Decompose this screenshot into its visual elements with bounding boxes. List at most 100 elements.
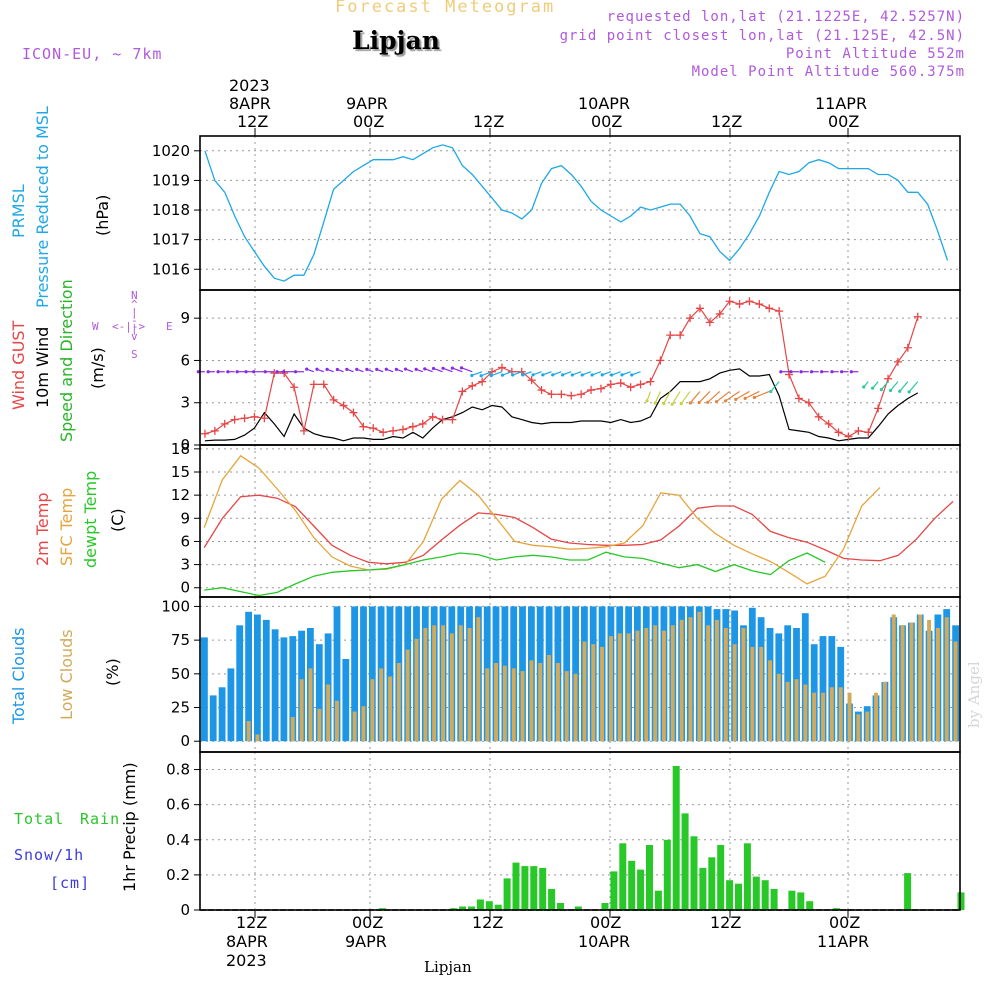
low-clouds-bar [794,679,799,742]
gust-point [250,412,259,421]
low-clouds-bar [865,711,870,742]
top-axis-time: 12Z [473,112,505,131]
rain-bar [797,892,805,910]
wind-arrow [908,381,919,393]
rain-bar [690,836,698,910]
rain-bar [459,906,467,910]
low-clouds-bar [556,663,560,742]
panel-frame [199,444,961,598]
gust-point [824,419,833,428]
rain-bar [788,890,796,910]
low-clouds-bar [688,617,693,742]
compass-s: S [131,348,138,361]
wind-arrow-head [511,373,515,377]
wind-arrow [698,391,711,403]
wind-arrow-head [653,401,657,405]
meteogram-title: Forecast Meteogram [335,0,556,17]
low-clouds-bar [741,628,746,742]
gust-point [260,414,269,423]
low-clouds-bar [458,625,463,742]
wind-arrow-head [820,370,824,374]
low-clouds-bar [768,660,772,742]
series-wind-gust [204,300,919,438]
wind-arrow-head [414,367,418,371]
low-clouds-bar [847,692,852,742]
y-tick-label: 50 [171,665,190,683]
wind-arrow-head [600,373,604,377]
low-clouds-bar [449,633,454,742]
wind-arrow-head [226,370,230,374]
wind-arrow-head [789,370,793,374]
total-clouds-bar [360,606,367,742]
rain-bar [601,903,609,910]
wind-arrow [461,367,473,373]
rain-bar [512,862,520,910]
wind-arrow [890,381,899,391]
rain-label: Rain [80,810,121,828]
gust-point [775,307,784,316]
gust-point [893,357,902,366]
total-clouds-bar [262,619,270,742]
gust-point [626,383,635,392]
wind-arrow-head [630,373,634,377]
wind-arrow [680,391,691,404]
wind-arrow-head [521,373,525,377]
series-dewpt-temp [204,551,826,597]
gust-point [557,390,566,399]
y-tick-label: 0 [180,579,190,597]
wind-arrow-head [697,400,701,405]
gust-point [755,300,764,309]
wind-arrow-head [335,367,339,372]
gust-point [527,376,536,385]
panel-frame [199,596,961,753]
wind-arrow-head [235,370,239,374]
low-clouds-bar [697,611,702,742]
low-clouds-bar [829,687,834,742]
gust-point [656,356,665,365]
low-clouds-bar [715,619,719,742]
rain-bar [503,878,511,910]
y-tick-label: 0.8 [166,761,190,779]
wind-arrow [754,390,770,399]
gust-point [547,390,556,399]
low-clouds-bar [909,622,914,742]
rain-bar [681,813,689,910]
total-clouds-bar [254,614,261,742]
low-clouds-bar [591,644,596,742]
low-clouds-bar [405,649,410,742]
rain-bar [379,908,386,910]
total-clouds-bar [333,606,341,742]
gust-point [913,312,922,321]
rain-bar [628,860,636,910]
low-clouds-bar [317,708,322,742]
wind-arrow [744,390,760,399]
y-tick-label: 9 [180,509,190,527]
wind-arrow [654,391,661,404]
wind-arrow [433,367,443,373]
rain-bar [646,845,653,910]
y-tick-label: 1019 [152,171,190,189]
low-clouds-bar [759,646,764,742]
wind-arrow-head [479,374,483,378]
total-clouds-bar [218,687,226,742]
rain-bar [699,867,707,910]
wind-arrow-head [840,370,844,374]
wind-arrow-head [688,401,692,405]
y-tick-label: 15 [171,463,190,481]
total-clouds-bar [236,625,244,742]
low-clouds-bar [396,663,401,742]
low-clouds-bar [538,663,543,742]
wind-arrow-head [263,370,267,374]
low-clouds-bar [803,684,808,742]
low-clouds-bar [379,668,384,742]
total-clouds-bar [315,644,323,742]
low-clouds-bar [290,717,295,742]
gust-point [359,422,368,431]
low-clouds-bar [936,628,940,742]
rain-bar [743,843,751,910]
gust-point [309,380,318,389]
y-tick-label: 1018 [152,201,190,219]
wind-arrow-head [879,387,883,392]
total-rain-label: Total [14,810,65,828]
rain-bar [904,873,912,910]
